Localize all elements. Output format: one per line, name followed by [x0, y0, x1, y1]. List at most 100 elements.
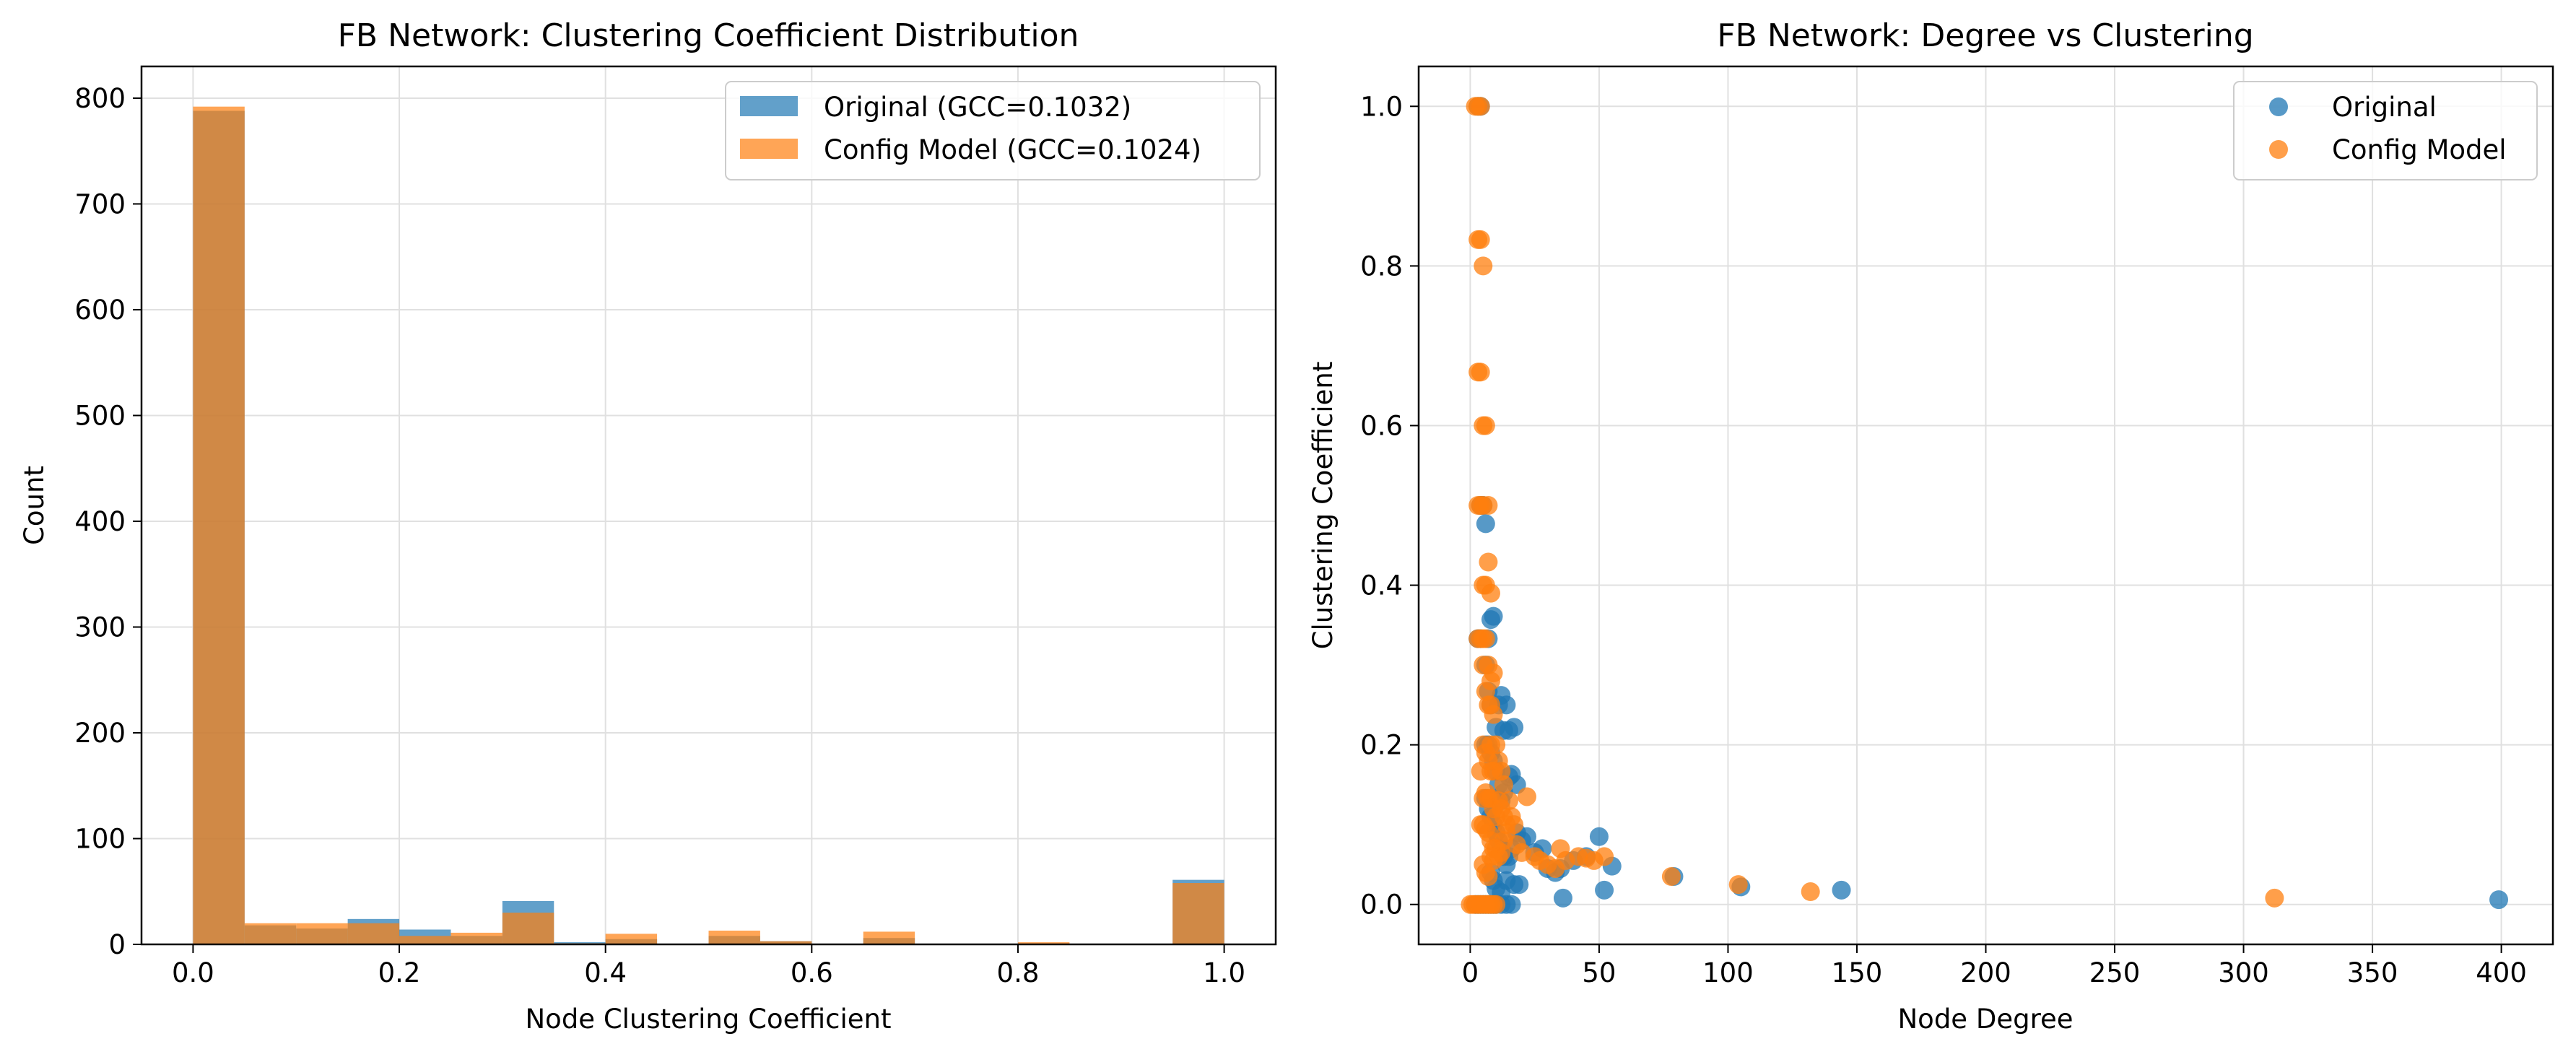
point-config-model [1517, 787, 1536, 806]
scatter-legend: Original Config Model [2233, 81, 2538, 180]
bar-config-model [1172, 883, 1224, 944]
point-config-model [1481, 583, 1500, 603]
scatter-x-tick-label: 100 [1702, 957, 1754, 988]
legend-label-original: Original [2332, 92, 2437, 123]
bar-config-model [1017, 942, 1070, 944]
bar-config-model [347, 923, 400, 944]
scatter-x-tick-label: 300 [2218, 957, 2269, 988]
bar-config-model [708, 930, 760, 944]
scatter-y-tick-label: 0.6 [1360, 410, 1403, 441]
point-config-model [1484, 851, 1503, 870]
point-config-model [1484, 664, 1503, 683]
histogram-y-ticks: 0 100 200 300 400 500 600 700 800 [74, 83, 142, 960]
bar-config-model [605, 934, 658, 944]
scatter-x-label: Node Degree [1898, 1004, 2074, 1035]
point-config-model [2265, 888, 2284, 908]
legend-swatch-config-model [740, 139, 798, 159]
bar-config-model [863, 931, 915, 944]
histogram-y-tick-label: 800 [74, 83, 126, 114]
point-original [1589, 827, 1609, 846]
histogram-x-tick-label: 0.2 [378, 957, 421, 988]
point-original [1476, 514, 1495, 534]
histogram-legend-box [725, 81, 1261, 180]
point-config-model [1499, 791, 1518, 811]
bar-config-model [451, 932, 502, 944]
scatter-y-tick-label: 1.0 [1360, 91, 1403, 122]
legend-label-config-model: Config Model [2332, 134, 2507, 165]
legend-swatch-original [740, 96, 798, 116]
bar-config-model [760, 941, 812, 944]
histogram-axes-frame [140, 65, 1277, 946]
scatter-grid [1419, 66, 2553, 944]
scatter-y-tick-label: 0.8 [1360, 251, 1403, 282]
scatter-y-label: Clustering Coefficient [1307, 362, 1339, 650]
point-config-model [1474, 256, 1493, 276]
histogram-x-tick-label: 0.0 [172, 957, 214, 988]
histogram-y-tick-label: 0 [108, 929, 126, 960]
histogram-y-tick-label: 300 [74, 612, 126, 643]
point-config-model [1801, 882, 1820, 902]
histogram-x-tick-label: 1.0 [1203, 957, 1245, 988]
bar-config-model [296, 923, 348, 944]
scatter-panel: 0 50 100 150 200 250 300 350 400 0.0 0.2 0.4 0.6 0.8… [1307, 17, 2554, 1035]
point-original [1553, 888, 1572, 908]
point-config-model [1479, 867, 1498, 887]
histogram-title: FB Network: Clustering Coefficient Distr… [338, 17, 1079, 54]
scatter-y-ticks: 0.0 0.2 0.4 0.6 0.8 1.0 [1360, 91, 1419, 921]
point-original [1595, 880, 1614, 900]
point-config-model [1484, 705, 1503, 724]
histogram-grid [142, 66, 1276, 945]
histogram-y-tick-label: 600 [74, 295, 126, 326]
histogram-x-label: Node Clustering Coefficient [526, 1004, 892, 1035]
histogram-y-tick-label: 400 [74, 506, 126, 537]
legend-label-original: Original (GCC=0.1032) [824, 92, 1131, 123]
scatter-x-tick-label: 0 [1462, 957, 1479, 988]
point-config-model [1661, 867, 1681, 887]
histogram-y-tick-label: 700 [74, 188, 126, 219]
point-config-model [1471, 97, 1490, 116]
point-config-model [1487, 895, 1506, 914]
point-original [1510, 875, 1529, 895]
histogram-y-tick-label: 100 [74, 823, 126, 854]
histogram-y-tick-label: 200 [74, 718, 126, 749]
point-config-model [1479, 496, 1498, 515]
legend-marker-config-model [2269, 140, 2288, 159]
point-config-model [1476, 629, 1495, 648]
scatter-legend-box [2233, 81, 2538, 180]
scatter-x-tick-label: 400 [2476, 957, 2527, 988]
point-original [1497, 695, 1516, 715]
point-config-model [1471, 230, 1490, 249]
point-original [1832, 880, 1851, 900]
histogram-x-tick-label: 0.8 [997, 957, 1040, 988]
histogram-bars [193, 106, 1224, 945]
scatter-points [1461, 97, 2509, 914]
scatter-x-tick-label: 200 [1960, 957, 2011, 988]
scatter-x-tick-label: 250 [2089, 957, 2141, 988]
histogram-x-ticks: 0.0 0.2 0.4 0.6 0.8 1.0 [172, 944, 1245, 988]
histogram-panel: 0.0 0.2 0.4 0.6 0.8 1.0 0 100 200 300 400 500 600 70… [19, 17, 1277, 1035]
legend-marker-original [2269, 97, 2288, 116]
scatter-y-tick-label: 0.2 [1360, 730, 1403, 761]
point-config-model [1479, 552, 1498, 572]
scatter-x-tick-label: 150 [1832, 957, 1883, 988]
scatter-title: FB Network: Degree vs Clustering [1717, 17, 2253, 54]
legend-label-config-model: Config Model (GCC=0.1024) [824, 134, 1201, 165]
point-config-model [1476, 416, 1495, 435]
point-config-model [1471, 362, 1490, 382]
bar-config-model [502, 913, 554, 944]
histogram-x-tick-label: 0.4 [584, 957, 627, 988]
scatter-x-ticks: 0 50 100 150 200 250 300 350 400 [1462, 944, 2527, 988]
point-original [1484, 606, 1503, 626]
scatter-y-tick-label: 0.0 [1360, 889, 1403, 921]
histogram-y-tick-label: 500 [74, 400, 126, 431]
scatter-x-tick-label: 350 [2347, 957, 2398, 988]
histogram-y-label: Count [19, 466, 50, 545]
histogram-legend: Original (GCC=0.1032) Config Model (GCC=… [725, 81, 1261, 180]
bar-config-model [244, 923, 297, 944]
point-config-model [1494, 775, 1513, 794]
point-config-model [1728, 875, 1748, 895]
point-original [1505, 718, 1524, 737]
bar-config-model [193, 106, 245, 945]
